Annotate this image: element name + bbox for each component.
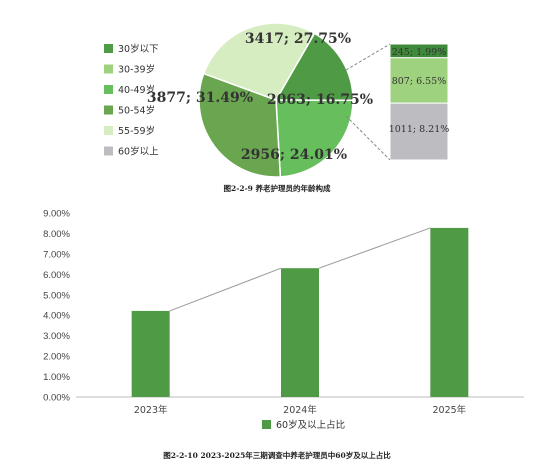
- connector-line: [345, 115, 391, 161]
- y-tick-label: 5.00%: [43, 290, 70, 301]
- pie-slice: [202, 22, 316, 101]
- connector-line: [345, 43, 391, 71]
- breakout-segment: [389, 57, 449, 104]
- breakout-label: 807; 6.55%: [392, 76, 447, 87]
- bar: [430, 227, 469, 397]
- pie-chart-caption: 图2-2-9 养老护理员的年龄构成: [223, 184, 331, 193]
- legend-swatch: [104, 146, 113, 156]
- x-tick-label: 2025年: [432, 404, 466, 416]
- x-tick-label: 2023年: [134, 404, 168, 416]
- series-line: [169, 267, 282, 312]
- bar: [281, 268, 319, 397]
- y-tick-label: 1.00%: [43, 372, 70, 383]
- breakout-label: 1011; 8.21%: [389, 124, 450, 135]
- legend-swatch: [104, 64, 113, 74]
- legend-label: 30岁以下: [118, 43, 159, 55]
- series-line: [318, 227, 431, 269]
- legend-swatch: [262, 420, 271, 429]
- y-tick-label: 9.00%: [43, 209, 70, 220]
- pie-slice: [198, 72, 282, 178]
- pie-slice-label: 3877; 31.49%: [147, 90, 253, 106]
- legend-swatch: [104, 85, 113, 94]
- legend-swatch: [104, 105, 113, 115]
- bar: [131, 310, 170, 397]
- breakout-segment: [389, 102, 449, 161]
- legend-label: 40-49岁: [118, 84, 155, 96]
- pie-slice-label: 3417; 27.75%: [245, 31, 351, 47]
- pie-slice-label: 2956; 24.01%: [241, 147, 347, 163]
- y-tick-label: 2.00%: [43, 352, 70, 363]
- legend-swatch: [104, 44, 113, 53]
- breakout-label: 245; 1.99%: [392, 47, 447, 58]
- legend-swatch: [104, 126, 113, 135]
- y-tick-label: 8.00%: [43, 229, 70, 240]
- pie-slice-label: 2063; 16.75%: [267, 92, 373, 108]
- x-tick-label: 2024年: [283, 404, 317, 416]
- pie-slice: [274, 32, 354, 102]
- bar-chart-caption: 图2-2-10 2023-2025年三期调查中养老护理员中60岁及以上占比: [163, 451, 391, 460]
- legend-label: 60岁以上: [118, 146, 159, 158]
- legend-label: 30-39岁: [118, 64, 155, 76]
- pie-slice: [275, 99, 354, 178]
- age-pie-chart: 2063; 16.75% 2956; 24.01% 3877; 31.49% 3417…: [104, 22, 450, 178]
- legend-label: 50-54岁: [118, 105, 155, 117]
- y-tick-label: 6.00%: [43, 270, 70, 281]
- ratio-bar-chart: 0.00% 1.00% 2.00% 3.00% 4.00% 5.00% 6.00% 7.00%…: [43, 209, 524, 431]
- y-tick-label: 7.00%: [43, 249, 70, 260]
- y-tick-label: 3.00%: [43, 331, 70, 342]
- legend-label: 60岁及以上占比: [276, 419, 345, 431]
- legend-label: 55-59岁: [118, 125, 155, 137]
- y-tick-label: 4.00%: [43, 311, 70, 322]
- y-tick-label: 0.00%: [43, 393, 70, 404]
